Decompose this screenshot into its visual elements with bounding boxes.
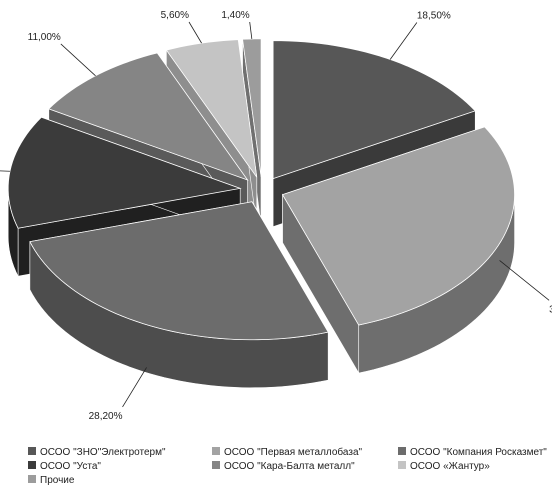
- legend-item: ОСОО "ЗНО"Электротерм": [28, 447, 166, 458]
- pie-slice-top: [281, 126, 515, 326]
- legend-item: Прочие: [28, 475, 75, 486]
- leader-line: [249, 21, 253, 39]
- legend-swatch: [28, 447, 36, 455]
- data-label: 11,00%: [28, 32, 61, 43]
- legend-swatch: [212, 461, 220, 469]
- legend-label: ОСОО "Кара-Балта металл": [224, 461, 355, 472]
- leader-line: [122, 367, 147, 408]
- pie-slice: [281, 126, 515, 375]
- pie-slice: [29, 200, 329, 389]
- legend-swatch: [28, 475, 36, 483]
- legend-label: ОСОО "ЗНО"Электротерм": [40, 447, 166, 458]
- legend-label: ОСОО "Уста": [40, 461, 101, 472]
- legend-label: ОСОО "Первая металлобаза": [224, 446, 363, 458]
- legend-label: Прочие: [40, 475, 75, 486]
- leader-line: [60, 43, 96, 77]
- pie-slice-top: [48, 52, 249, 181]
- legend-item: ОСОО "Кара-Балта металл": [212, 461, 355, 472]
- data-label: 28,20%: [89, 411, 123, 422]
- pie-slice-top: [272, 40, 476, 180]
- leader-line: [499, 260, 550, 301]
- legend-item: ОСОО "Уста": [28, 461, 101, 472]
- data-label: 1,40%: [221, 10, 249, 21]
- legend-swatch: [398, 461, 406, 469]
- pie-slice-top: [165, 39, 258, 178]
- legend-item: ОСОО "Компания Росказмет": [398, 447, 547, 458]
- legend-item: ОСОО "Первая металлобаза": [212, 446, 363, 458]
- pie-slice-top: [242, 38, 262, 177]
- legend-swatch: [398, 447, 406, 455]
- pie-slice-top: [29, 201, 329, 341]
- legend: ОСОО "ЗНО"Электротерм" ОСОО "Первая метал…: [28, 446, 547, 486]
- legend-swatch: [212, 447, 220, 455]
- leader-line: [389, 22, 418, 60]
- data-labels: 18,50%30,60%28,20%14,60%11,00%5,60%1,40%: [0, 10, 552, 422]
- pie-slices: [7, 38, 515, 389]
- legend-label: ОСОО "Компания Росказмет": [410, 447, 547, 458]
- legend-item: ОСОО «Жантур»: [398, 461, 490, 472]
- leader-line: [188, 21, 202, 44]
- pie-slice-top: [7, 116, 242, 229]
- data-label: 30,60%: [549, 304, 552, 315]
- data-label: 18,50%: [417, 10, 451, 21]
- legend-label: ОСОО «Жантур»: [410, 461, 490, 472]
- legend-swatch: [28, 461, 36, 469]
- leader-line: [0, 170, 10, 172]
- data-label: 5,60%: [161, 10, 189, 21]
